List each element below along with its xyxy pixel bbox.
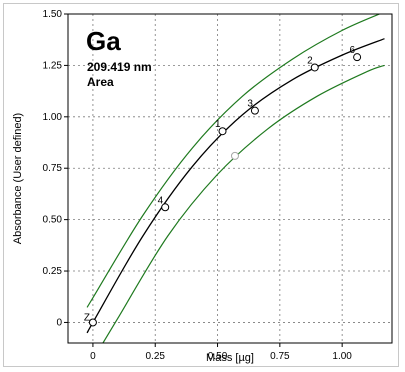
data-point — [161, 203, 170, 212]
y-tick-label: 0.75 — [43, 163, 63, 174]
point-label: 3 — [247, 99, 253, 110]
mode-label: Area — [87, 75, 114, 89]
element-symbol: Ga — [86, 26, 121, 56]
y-axis-label: Absorbance (User defined) — [12, 113, 24, 244]
y-tick-label: 0.25 — [43, 266, 63, 277]
chart-frame — [3, 3, 399, 367]
x-tick-label: 1.00 — [332, 351, 352, 362]
fit-curve — [86, 38, 385, 334]
grid — [68, 14, 392, 343]
point-label: 6 — [350, 45, 356, 56]
wavelength-label: 209.419 nm — [87, 60, 152, 74]
point-label: 1 — [215, 119, 221, 130]
plot-area-border — [67, 13, 393, 344]
data-point — [250, 106, 259, 115]
point-label: 4 — [158, 195, 164, 206]
y-tick-label: 1.25 — [43, 60, 63, 71]
y-tick-label: 1.50 — [43, 9, 63, 20]
data-points: Z 4 1 3 2 6 — [84, 45, 362, 327]
calibration-curve — [86, 38, 385, 334]
point-label: 2 — [307, 55, 313, 66]
x-tick-label: 0.25 — [145, 351, 165, 362]
data-point — [218, 127, 227, 136]
upper-confidence-band — [86, 14, 382, 308]
data-point — [88, 318, 97, 327]
y-tick-label: 0.50 — [43, 215, 63, 226]
x-tick-label: 0.50 — [208, 351, 228, 362]
x-axis-label: Mass [µg] — [206, 352, 254, 364]
point-label: Z — [84, 312, 90, 323]
x-tick-label: 0 — [90, 351, 96, 362]
y-tick-label: 1.00 — [43, 112, 63, 123]
data-point — [353, 53, 362, 62]
data-point — [310, 63, 319, 72]
y-tick-label: 0 — [56, 317, 62, 328]
x-tick-label: 0.75 — [270, 351, 290, 362]
x-tick-labels: 0 0.25 0.50 0.75 1.00 — [90, 343, 352, 362]
excluded-point — [230, 151, 239, 160]
y-tick-labels: 0 0.25 0.50 0.75 1.00 1.25 1.50 — [43, 9, 68, 328]
